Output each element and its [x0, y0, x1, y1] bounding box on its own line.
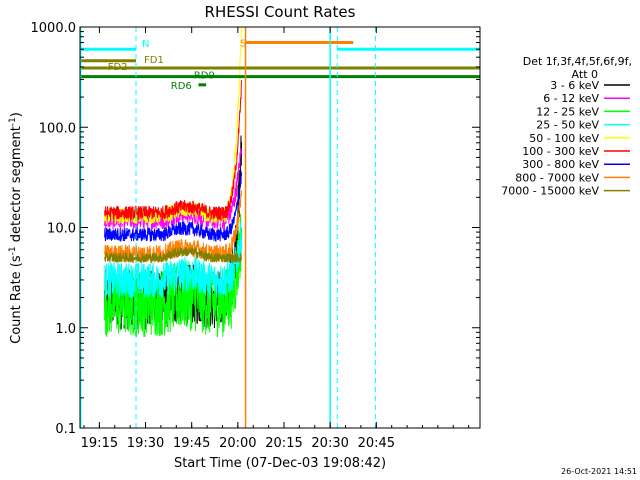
rd6-label: RD6: [171, 81, 192, 92]
series-line-8: [104, 246, 243, 264]
y-tick-label-4: 0.1: [55, 422, 76, 437]
x-axis-label: Start Time (07-Dec-03 19:08:42): [174, 456, 386, 471]
x-tick-label-3: 20:00: [219, 436, 256, 451]
x-axis: 19:15 19:30 19:45 20:00 20:15 20:30 20:45: [81, 27, 470, 451]
x-tick-label-5: 20:30: [311, 436, 348, 451]
plot-area: [104, 27, 243, 338]
series-line-2: [104, 213, 243, 338]
y-axis: 1000.0 100.0 10.0 1.0 0.1: [31, 21, 480, 437]
chart-title: RHESSI Count Rates: [205, 3, 356, 21]
x-tick-label-6: 20:45: [358, 436, 395, 451]
fd2-label: FD2: [108, 62, 128, 73]
night-label: N: [142, 39, 149, 50]
legend-label-0: 3 - 6 keV: [550, 79, 599, 92]
legend-label-1: 6 - 12 keV: [543, 92, 599, 105]
legend-header-line1: Det 1f,3f,4f,5f,6f,9f,: [523, 55, 632, 68]
rd9-label: RD9: [194, 71, 215, 82]
saa-label: S: [240, 39, 246, 50]
x-tick-label-4: 20:15: [265, 436, 302, 451]
series-line-6: [104, 171, 243, 243]
series-line-3: [104, 222, 243, 298]
y-tick-label-3: 1.0: [55, 322, 76, 337]
x-tick-label-0: 19:15: [81, 436, 118, 451]
x-tick-label-2: 19:45: [173, 436, 210, 451]
y-tick-label-0: 1000.0: [31, 21, 77, 36]
legend-label-8: 7000 - 15000 keV: [501, 185, 599, 198]
legend-label-2: 12 - 25 keV: [536, 105, 599, 118]
legend-label-3: 25 - 50 keV: [536, 119, 599, 132]
legend-label-7: 800 - 7000 keV: [515, 171, 599, 184]
legend-header-line2: Att 0: [572, 68, 598, 81]
fd1-label: FD1: [144, 55, 164, 66]
legend-label-5: 100 - 300 keV: [522, 145, 599, 158]
x-tick-label-1: 19:30: [127, 436, 164, 451]
footer-timestamp: 26-Oct-2021 14:51: [561, 467, 637, 476]
legend-label-4: 50 - 100 keV: [529, 132, 599, 145]
y-tick-label-2: 10.0: [47, 222, 76, 237]
y-tick-label-1: 100.0: [39, 121, 76, 136]
series-line-5: [104, 80, 243, 220]
y-axis-label: Count Rate (s-1 detector segment-1): [8, 112, 24, 344]
legend-label-6: 300 - 800 keV: [522, 158, 599, 171]
